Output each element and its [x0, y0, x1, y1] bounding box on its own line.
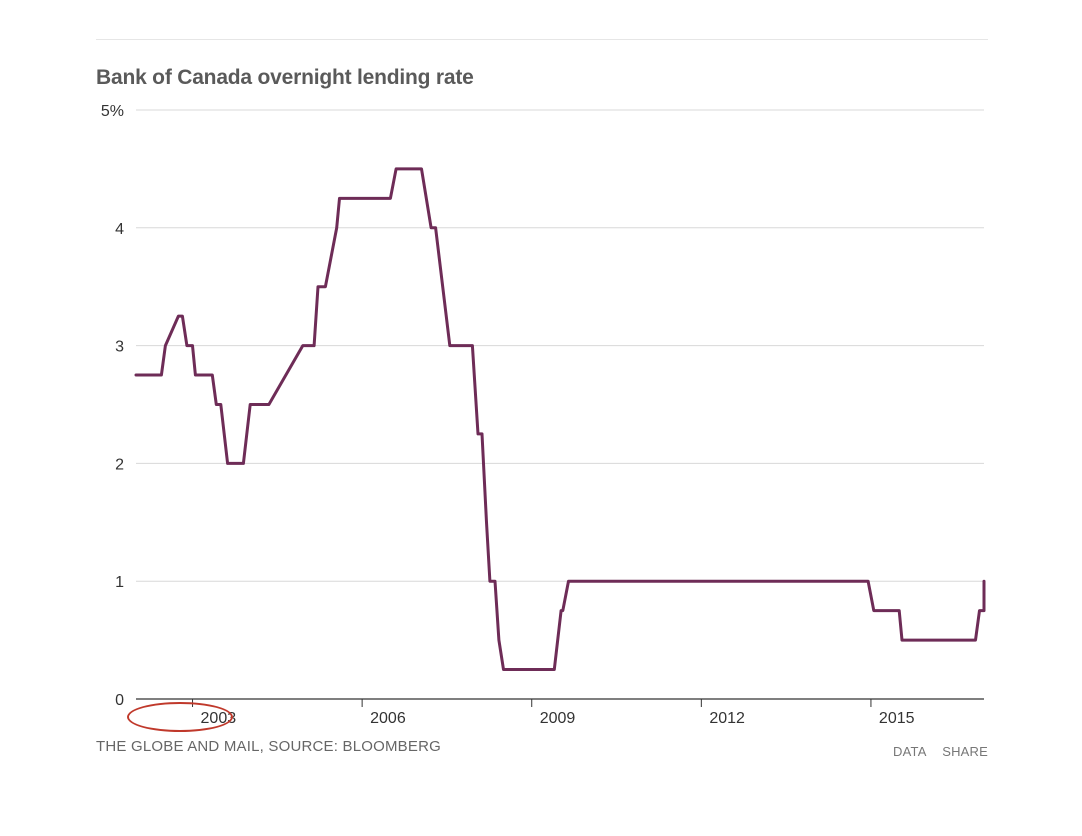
x-axis: 2003 2006 2009 2012 2015: [136, 698, 984, 727]
source-credit: THE GLOBE AND MAIL, SOURCE: BLOOMBERG: [96, 738, 441, 755]
chart-title: Bank of Canada overnight lending rate: [96, 66, 474, 89]
data-link[interactable]: DATA: [893, 744, 927, 759]
x-tick-label: 2015: [879, 710, 915, 727]
y-tick-label: 2: [115, 456, 124, 473]
rate-series-line: [134, 167, 986, 671]
x-tick-label: 2006: [370, 710, 406, 727]
y-tick-label: 1: [115, 574, 124, 591]
top-divider: [96, 39, 988, 40]
y-axis-ticks: 0 1 2 3 4 5%: [101, 103, 124, 709]
share-link[interactable]: SHARE: [942, 744, 988, 759]
annotation-circle: [127, 702, 233, 732]
x-tick-label: 2009: [540, 710, 576, 727]
y-tick-label: 0: [115, 692, 124, 709]
grid-lines: [136, 109, 984, 582]
y-tick-label: 3: [115, 339, 124, 356]
footer-links: DATA SHARE: [881, 744, 988, 759]
y-tick-label: 4: [115, 221, 124, 238]
y-tick-label: 5%: [101, 103, 124, 120]
x-tick-label: 2012: [709, 710, 745, 727]
series-layer: [134, 167, 986, 671]
